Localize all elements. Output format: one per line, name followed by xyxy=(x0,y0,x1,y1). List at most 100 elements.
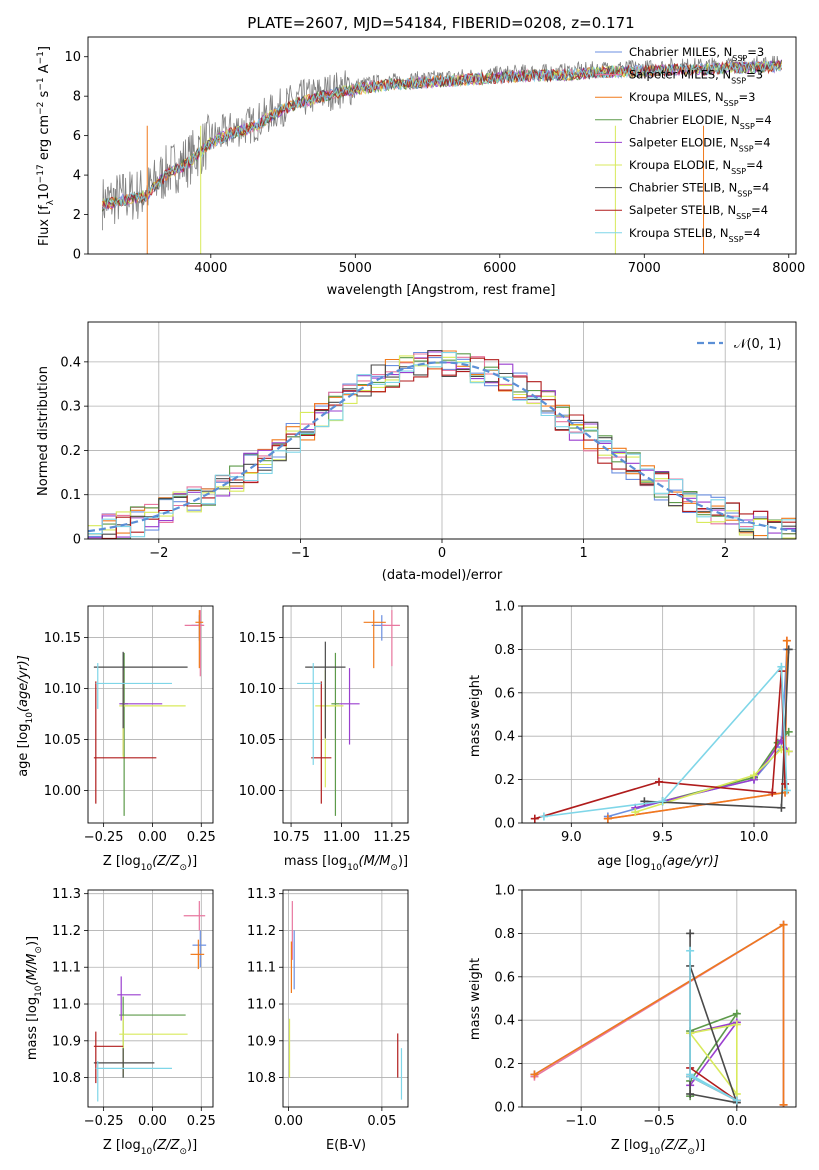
age-vs-metallicity-ytick-label-0: 10.00 xyxy=(44,784,81,799)
residuals-ytick-label-0: 0 xyxy=(73,533,81,548)
mass-weight-vs-age-marker-kroupa-stelib-1 xyxy=(658,797,667,806)
spectrum-xtick-label-0: 4000 xyxy=(194,261,227,276)
spectrum-data xyxy=(101,54,783,254)
mass-weight-vs-metallicity-xtick-label-0: −1.0 xyxy=(565,1114,597,1129)
spectrum-ytick-label-4: 8 xyxy=(73,90,81,105)
age-vs-metallicity-ytick-label-2: 10.10 xyxy=(44,682,81,697)
spectrum-ytick-label-5: 10 xyxy=(64,50,81,65)
mass-weight-vs-age-line-chabrier-stelib xyxy=(644,649,790,809)
mass-vs-metallicity-ytick-label-0: 10.8 xyxy=(52,1071,81,1086)
mass-vs-extinction-xtick-label-0: 0.00 xyxy=(274,1114,303,1129)
mass-vs-metallicity-axes-frame xyxy=(87,889,214,1108)
spectrum-xlabel: wavelength [Angstrom, rest frame] xyxy=(327,283,556,298)
mass-weight-vs-age-xtick-label-1: 9.5 xyxy=(652,830,673,845)
age-vs-metallicity-point-chabrier-elodie xyxy=(120,652,129,816)
residuals-xtick-label-1: −1 xyxy=(291,546,310,561)
mass-vs-extinction-ytick-label-2: 11.0 xyxy=(247,998,276,1013)
age-vs-mass-ytick-label-3: 10.15 xyxy=(239,631,276,646)
residuals-xtick-label-3: 1 xyxy=(579,546,587,561)
mass-vs-metallicity-point-salpeter-miles xyxy=(183,901,206,931)
mass-weight-vs-age-line-salpeter-stelib xyxy=(534,671,786,820)
mass-vs-metallicity-point-kroupa-elodie xyxy=(119,1015,188,1075)
mass-weight-vs-age-marker-kroupa-miles-0 xyxy=(603,814,612,823)
residuals-ytick-label-3: 0.3 xyxy=(60,400,81,415)
residuals-xtick-label-4: 2 xyxy=(721,546,729,561)
mass-vs-metallicity-ytick-label-3: 11.1 xyxy=(52,961,81,976)
mass-weight-vs-metallicity-line-chabrier-stelib xyxy=(689,933,738,1104)
mass-weight-vs-metallicity-data xyxy=(530,920,788,1107)
mass-vs-metallicity-ytick-label-1: 10.9 xyxy=(52,1034,81,1049)
age-vs-mass-point-kroupa-elodie xyxy=(315,670,344,788)
mass-weight-vs-age-marker-kroupa-miles-2 xyxy=(782,636,791,645)
mass-weight-vs-metallicity-ytick-label-4: 0.8 xyxy=(494,927,515,942)
mass-weight-vs-age-marker-salpeter-stelib-1 xyxy=(655,777,663,786)
spectrum-ylabel: Flux [fλ10−17 erg cm−2 s−1 A−1] xyxy=(36,46,56,246)
mass-weight-vs-metallicity-marker-kroupa-elodie-1 xyxy=(732,1020,741,1029)
mass-weight-vs-age-marker-kroupa-elodie-0 xyxy=(631,808,640,817)
mass-weight-vs-age-ytick-label-4: 0.8 xyxy=(494,643,515,658)
age-vs-mass-xtick-label-1: 11.00 xyxy=(323,830,360,845)
mass-vs-metallicity-ylabel: mass [log10(M/M⊙)] xyxy=(25,936,44,1060)
age-vs-mass-ytick-label-1: 10.05 xyxy=(239,733,276,748)
age-vs-metallicity-axes-frame xyxy=(87,605,214,824)
mass-vs-metallicity-point-chabrier-stelib xyxy=(93,1048,155,1078)
mass-weight-vs-age-marker-kroupa-elodie-1 xyxy=(749,771,758,780)
mass-vs-metallicity-panel: Z [log10(Z/Z⊙)] mass [log10(M/M⊙)] −0.25… xyxy=(25,887,216,1157)
mass-weight-vs-age-line-kroupa-stelib xyxy=(543,664,788,818)
age-vs-mass-ytick-label-0: 10.00 xyxy=(239,784,276,799)
normal-curve-legend-label: 𝒩(0, 1) xyxy=(734,337,781,352)
age-vs-mass-point-salpeter-elodie xyxy=(339,668,360,745)
age-vs-metallicity-point-kroupa-miles xyxy=(195,610,204,669)
age-vs-metallicity-point-salpeter-elodie xyxy=(119,668,163,755)
mass-vs-extinction-data xyxy=(288,901,403,1100)
legend-label-kroupa-stelib: Kroupa STELIB, NSSP=4 xyxy=(629,226,760,244)
mass-weight-vs-metallicity-line-kroupa-stelib xyxy=(689,950,738,1102)
age-vs-metallicity-xtick-label-2: 0.25 xyxy=(187,830,216,845)
mass-vs-metallicity-point-kroupa-stelib xyxy=(95,1061,172,1102)
mass-weight-vs-age-marker-salpeter-stelib-2 xyxy=(768,788,777,797)
legend-label-chabrier-miles: Chabrier MILES, NSSP=3 xyxy=(629,45,764,63)
age-vs-mass-ytick-label-2: 10.10 xyxy=(239,682,276,697)
mass-weight-vs-metallicity-marker-kroupa-miles-2 xyxy=(779,1100,788,1107)
age-vs-mass-point-salpeter-stelib xyxy=(311,681,332,804)
mass-weight-vs-metallicity-ytick-label-5: 1.0 xyxy=(494,884,515,899)
mass-weight-vs-age-marker-chabrier-stelib-2 xyxy=(784,645,793,654)
mass-weight-vs-age-ytick-label-0: 0.0 xyxy=(494,817,515,832)
spectrum-ytick-label-1: 2 xyxy=(73,208,81,223)
mass-weight-vs-metallicity-ylabel: mass weight xyxy=(468,958,483,1040)
age-vs-metallicity-point-salpeter-stelib xyxy=(93,681,157,804)
mass-weight-vs-age-axes-frame xyxy=(521,605,797,824)
mass-vs-extinction-panel: E(B-V) 0.00 0.05 10.8 10.9 11.0 11.1 11.2 11.3 xyxy=(247,887,409,1153)
mass-weight-vs-age-xlabel: age [log10(age/yr)] xyxy=(597,854,719,873)
mass-vs-metallicity-xtick-label-1: 0.00 xyxy=(138,1114,167,1129)
age-vs-mass-xlabel: mass [log10(M/M⊙)] xyxy=(284,854,408,873)
age-vs-metallicity-xtick-label-1: 0.00 xyxy=(138,830,167,845)
mass-weight-vs-age-marker-kroupa-stelib-2 xyxy=(777,662,786,671)
mass-weight-vs-age-marker-salpeter-stelib-0 xyxy=(530,814,539,823)
mass-vs-extinction-ytick-label-0: 10.8 xyxy=(247,1071,276,1086)
mass-weight-vs-metallicity-xtick-label-2: 0.0 xyxy=(726,1114,747,1129)
age-vs-mass-point-kroupa-stelib xyxy=(297,663,322,765)
age-vs-metallicity-xlabel: Z [log10(Z/Z⊙)] xyxy=(103,854,197,873)
mass-weight-vs-metallicity-marker-chabrier-elodie-1 xyxy=(732,1009,741,1018)
spectrum-panel: PLATE=2607, MJD=54184, FIBERID=0208, z=0… xyxy=(36,14,805,298)
mass-vs-metallicity-point-salpeter-elodie xyxy=(117,976,141,1021)
legend-label-chabrier-elodie: Chabrier ELODIE, NSSP=4 xyxy=(629,113,772,131)
spectrum-axes-frame xyxy=(87,36,797,255)
spectrum-ytick-label-0: 0 xyxy=(73,248,81,263)
mass-weight-vs-age-marker-chabrier-elodie-3 xyxy=(784,727,793,736)
mass-vs-metallicity-xtick-label-2: 0.25 xyxy=(187,1114,216,1129)
spectrum-title: PLATE=2607, MJD=54184, FIBERID=0208, z=0… xyxy=(247,14,634,32)
mass-weight-vs-metallicity-ytick-label-0: 0.0 xyxy=(494,1101,515,1116)
age-vs-mass-axes-frame xyxy=(282,605,409,824)
age-vs-mass-data xyxy=(297,610,400,816)
mass-weight-vs-metallicity-marker-kroupa-miles-0 xyxy=(530,1070,539,1079)
age-vs-mass-panel: mass [log10(M/M⊙)] 10.75 11.00 11.25 10.00 1… xyxy=(239,605,410,873)
mass-weight-vs-metallicity-xtick-label-1: −0.5 xyxy=(643,1114,675,1129)
age-vs-metallicity-ytick-label-3: 10.15 xyxy=(44,631,81,646)
mass-weight-vs-age-marker-chabrier-stelib-1 xyxy=(777,803,786,812)
residual-histogram-kroupa-stelib xyxy=(88,352,796,539)
legend-label-salpeter-miles: Salpeter MILES, NSSP=3 xyxy=(629,68,763,86)
spectrum-xtick-label-3: 7000 xyxy=(628,261,661,276)
age-vs-metallicity-ylabel: age [log10(age/yr)] xyxy=(16,655,35,777)
